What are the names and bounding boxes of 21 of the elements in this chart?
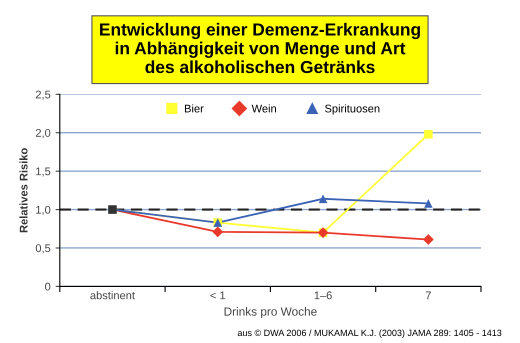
y-tick-label: 2,0: [36, 129, 50, 138]
y-tick-label: 1,0: [36, 206, 50, 216]
point: [422, 234, 434, 245]
y-tick-label: 2,5: [36, 90, 50, 100]
x-axis-title: Drinks pro Woche: [224, 307, 317, 318]
x-tick-label: abstinent: [90, 291, 135, 300]
x-tick-label: < 1: [210, 292, 226, 300]
point: [108, 205, 117, 214]
y-tick-label: 1,5: [36, 168, 50, 177]
point: [212, 226, 224, 238]
x-tick-label: 7: [426, 292, 431, 300]
point: [424, 130, 433, 139]
text: aus © DWA 2006 / MUKAMAL K.J. (2003) JAMA 289: 1405 - 1413: [238, 329, 502, 338]
legend-label: Spirituosen: [324, 104, 380, 115]
y-tick-label: 0: [45, 282, 50, 291]
y-axis-title: Relatives Risiko: [19, 148, 28, 232]
legend-label: Wein: [252, 104, 276, 112]
chart-title: Entwicklung einer Demenz-Erkrankung in Abhängigkeit von Menge und Art des alkoholischen Getränks: [100, 22, 420, 74]
x-tick-label: 1–6: [314, 291, 332, 300]
y-tick-label: 0,5: [36, 244, 50, 254]
legend-label: Bier: [184, 104, 204, 112]
